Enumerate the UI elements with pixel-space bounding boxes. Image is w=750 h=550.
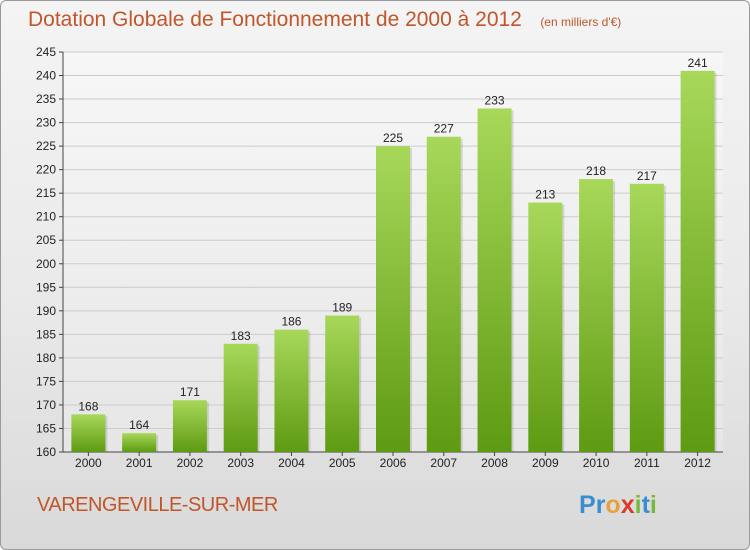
logo-letter: i (649, 491, 657, 519)
bar (122, 433, 157, 452)
bar (71, 414, 106, 452)
bars (71, 70, 717, 453)
y-tick-label: 175 (36, 374, 56, 388)
bar (172, 400, 207, 452)
y-tick-label: 180 (36, 351, 56, 365)
labels: 160 165 170 175 180 185 190 195 200 205 210 215 220 2… (36, 45, 711, 470)
y-tick-label: 245 (36, 45, 56, 59)
bar-value-label: 213 (535, 188, 555, 202)
city-name: VARENGEVILLE-SUR-MER (37, 494, 278, 516)
x-tick-label: 2005 (329, 456, 356, 470)
y-tick-label: 190 (36, 304, 56, 318)
bar (274, 329, 309, 452)
logo-letter: r (595, 491, 606, 519)
bar-value-label: 217 (637, 169, 657, 183)
bar (680, 70, 715, 452)
bar (629, 183, 664, 452)
bar-value-label: 171 (180, 385, 200, 399)
bar (477, 108, 512, 453)
bar-value-label: 189 (332, 301, 352, 315)
x-tick-label: 2000 (75, 456, 102, 470)
bar-value-label: 168 (78, 399, 98, 413)
bar-value-label: 186 (281, 315, 301, 329)
bar (579, 179, 614, 452)
bar-value-label: 218 (586, 164, 606, 178)
x-tick-label: 2002 (177, 456, 204, 470)
y-tick-label: 165 (36, 421, 56, 435)
logo-letter: i (634, 491, 642, 519)
y-tick-label: 240 (36, 69, 56, 83)
y-tick-label: 210 (36, 210, 56, 224)
y-tick-label: 170 (36, 398, 56, 412)
bar-value-label: 233 (485, 93, 505, 107)
y-tick-label: 220 (36, 163, 56, 177)
x-tick-label: 2008 (481, 456, 508, 470)
y-tick-label: 225 (36, 139, 56, 153)
bar (528, 202, 563, 452)
bar-value-label: 225 (383, 131, 403, 145)
chart-unit: (en milliers d'€) (540, 15, 622, 29)
bar (223, 343, 258, 452)
proxiti-logo: Proxiti (579, 491, 657, 520)
x-tick-label: 2004 (278, 456, 305, 470)
y-tick-label: 205 (36, 233, 56, 247)
bar-value-label: 241 (688, 56, 708, 70)
y-tick-label: 235 (36, 92, 56, 106)
y-tick-label: 160 (36, 445, 56, 459)
x-tick-label: 2006 (380, 456, 407, 470)
x-tick-label: 2012 (684, 456, 711, 470)
logo-letter: x (620, 491, 635, 519)
x-tick-label: 2009 (532, 456, 559, 470)
chart-title: Dotation Globale de Fonctionnement de 20… (28, 8, 522, 31)
logo-letter: t (641, 491, 650, 519)
y-tick-label: 230 (36, 116, 56, 130)
bar-value-label: 164 (129, 418, 149, 432)
bar (376, 146, 410, 452)
x-tick-label: 2010 (583, 456, 610, 470)
logo-letter: o (605, 491, 621, 519)
y-tick-label: 200 (36, 257, 56, 271)
x-tick-label: 2001 (126, 456, 153, 470)
y-tick-label: 185 (36, 327, 56, 341)
bar (325, 315, 360, 452)
y-tick-label: 215 (36, 186, 56, 200)
x-tick-label: 2011 (634, 456, 660, 470)
x-tick-label: 2003 (227, 456, 254, 470)
title-row: Dotation Globale de Fonctionnement de 20… (28, 8, 621, 32)
bar-value-label: 227 (434, 122, 454, 136)
bar-value-label: 183 (231, 329, 251, 343)
logo-letter: P (579, 491, 596, 519)
bar (426, 136, 461, 453)
y-tick-label: 195 (36, 280, 56, 294)
x-tick-label: 2007 (430, 456, 457, 470)
